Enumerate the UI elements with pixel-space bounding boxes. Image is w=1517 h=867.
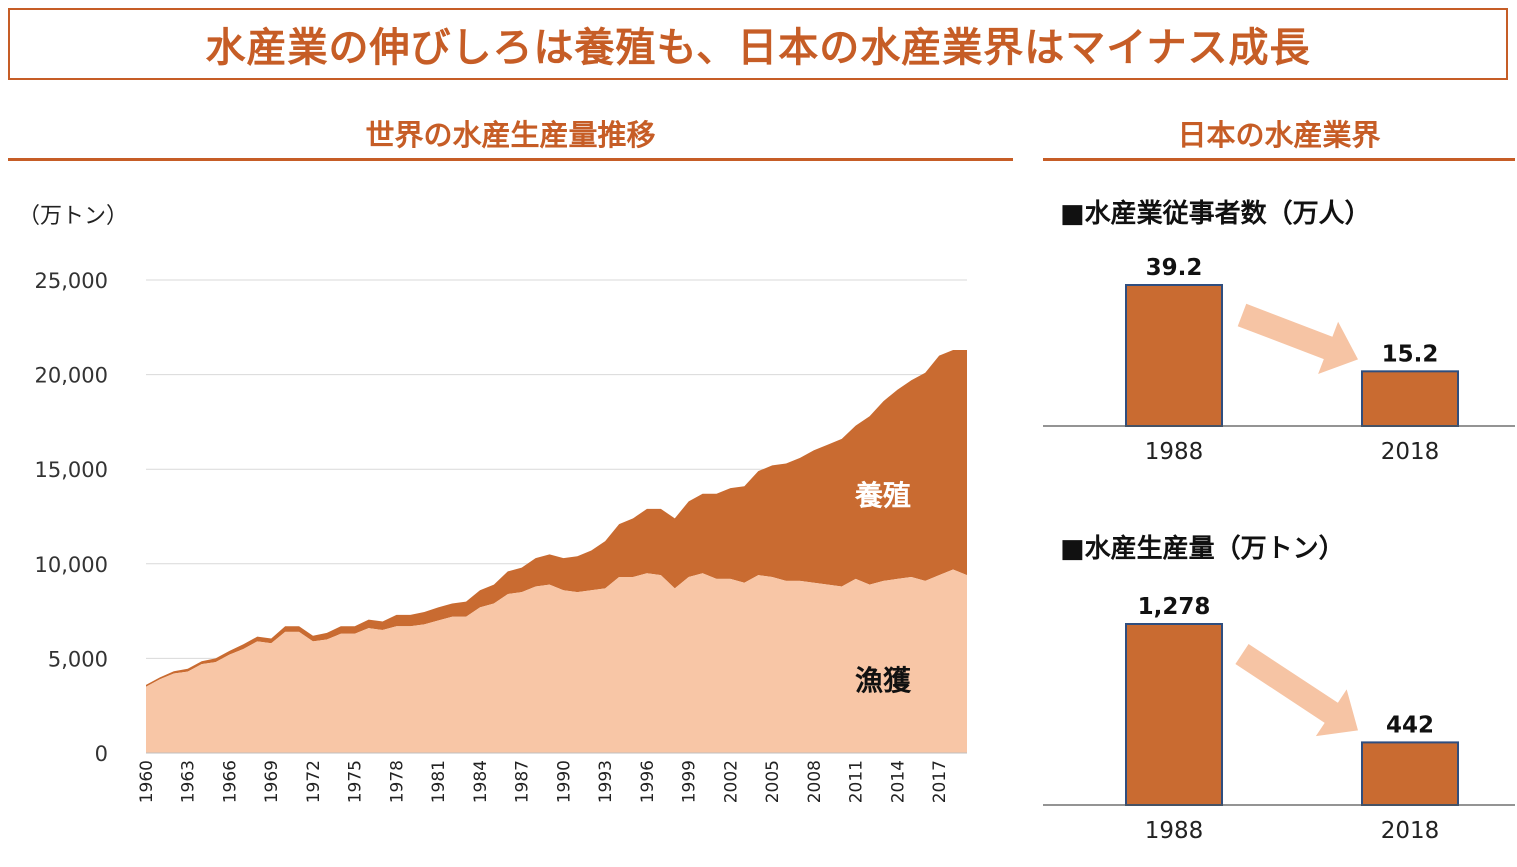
japan-section-rule: [1043, 158, 1515, 161]
x-tick-label: 2005: [763, 760, 783, 803]
x-tick-label: 1987: [513, 760, 533, 803]
aquaculture-area: [146, 350, 967, 687]
x-tick-label: 1981: [429, 760, 449, 803]
world-section-rule: [8, 158, 1013, 161]
x-tick-label: 1990: [554, 760, 574, 803]
workers-category-label: 1988: [1145, 439, 1204, 465]
x-tick-label: 1993: [596, 760, 616, 803]
capture-label: 漁獲: [855, 664, 912, 697]
x-tick-label: 1975: [346, 760, 366, 803]
production-value-label: 442: [1386, 712, 1434, 738]
workers-bar: [1361, 370, 1459, 428]
x-tick-label: 1984: [471, 760, 491, 803]
workers-value-label: 15.2: [1382, 341, 1439, 367]
x-tick-label: 2002: [721, 760, 741, 803]
x-tick-label: 1963: [179, 760, 199, 803]
area-chart-unit-label: （万トン）: [18, 204, 129, 229]
x-tick-label: 1966: [220, 760, 240, 803]
x-tick-label: 1999: [680, 760, 700, 803]
production-chart-title: ■水産生産量（万トン）: [1060, 534, 1345, 564]
workers-category-label: 2018: [1381, 439, 1440, 465]
y-tick-label: 20,000: [35, 364, 108, 388]
x-tick-label: 1960: [137, 760, 157, 803]
x-tick-label: 2011: [847, 760, 867, 803]
workers-value-label: 39.2: [1146, 255, 1203, 281]
x-tick-label: 1972: [304, 760, 324, 803]
x-tick-label: 1996: [638, 760, 658, 803]
workers-chart-title: ■水産業従事者数（万人）: [1060, 199, 1371, 229]
x-tick-label: 2017: [930, 760, 950, 803]
world-section-title: 世界の水産生産量推移: [365, 118, 656, 152]
x-tick-label: 1978: [387, 760, 407, 803]
production-category-label: 2018: [1381, 818, 1440, 844]
y-tick-label: 25,000: [35, 269, 108, 293]
x-tick-label: 2014: [888, 760, 908, 803]
workers-bar: [1125, 284, 1223, 427]
y-tick-label: 0: [95, 742, 108, 766]
y-tick-label: 5,000: [48, 647, 108, 671]
capture-area: [146, 569, 967, 753]
production-bar: [1361, 741, 1459, 807]
japan-section-title: 日本の水産業界: [1177, 118, 1381, 152]
x-tick-label: 2008: [805, 760, 825, 803]
production-bar: [1125, 623, 1223, 806]
production-category-label: 1988: [1145, 818, 1204, 844]
y-tick-label: 10,000: [35, 553, 108, 577]
production-value-label: 1,278: [1138, 594, 1211, 620]
main-title: 水産業の伸びしろは養殖も、日本の水産業界はマイナス成長: [8, 8, 1508, 80]
aquaculture-label: 養殖: [854, 479, 911, 512]
production-trend-arrow: [1235, 643, 1359, 737]
y-tick-label: 15,000: [35, 458, 108, 482]
workers-trend-arrow: [1237, 303, 1358, 375]
x-tick-label: 1969: [262, 760, 282, 803]
